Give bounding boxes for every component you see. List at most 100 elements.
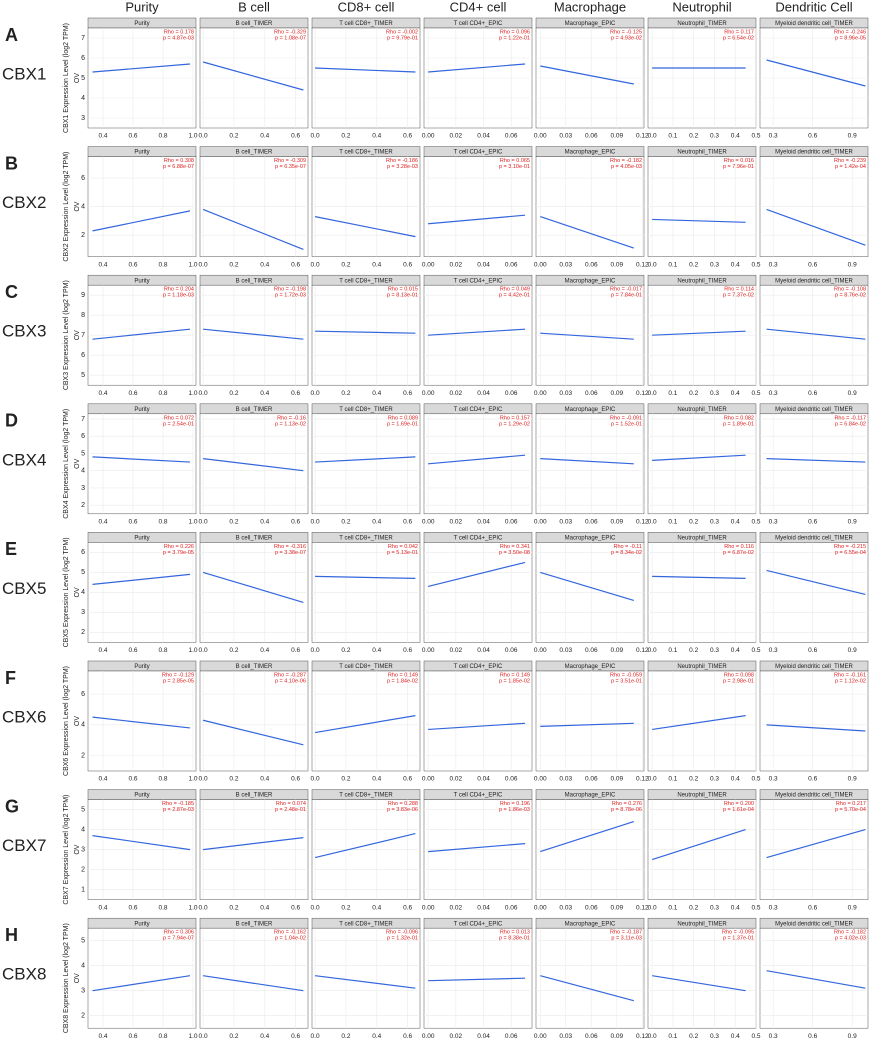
regression-line bbox=[428, 722, 526, 731]
x-tick-label: 0.2 bbox=[229, 519, 238, 526]
gene-name: CBX2 bbox=[2, 193, 46, 212]
x-tick-label: 0.0 bbox=[311, 904, 320, 911]
strip-label: Myeloid dendritic cell_TIMER bbox=[775, 793, 853, 799]
p-label: p = 4.42e-01 bbox=[499, 293, 530, 299]
y-tick-label: 3 bbox=[81, 485, 85, 492]
regression-line bbox=[428, 214, 526, 225]
regression-line bbox=[540, 458, 634, 465]
rho-label: Rho = 0.288 bbox=[388, 801, 418, 807]
strip-label: Myeloid dendritic cell_TIMER bbox=[775, 921, 853, 927]
strip-label: B cell_TIMER bbox=[236, 535, 273, 541]
column-header: CD8+ cell bbox=[338, 0, 395, 14]
x-tick-label: 0.4 bbox=[260, 133, 269, 140]
x-tick-label: 0.2 bbox=[689, 390, 698, 397]
x-tick-label: 0.0 bbox=[199, 904, 208, 911]
x-tick-label: 0.3 bbox=[769, 390, 778, 397]
x-tick-label: 0.8 bbox=[158, 647, 167, 654]
x-tick-label: 0.6 bbox=[291, 390, 300, 397]
x-tick-label: 0.00 bbox=[422, 904, 435, 911]
regression-line bbox=[202, 61, 304, 91]
p-label: p = 2.54e-01 bbox=[163, 421, 194, 427]
x-tick-label: 0.4 bbox=[98, 647, 107, 654]
x-tick-label: 0.12 bbox=[636, 776, 649, 783]
regression-line bbox=[540, 332, 634, 340]
x-tick-label: 0.02 bbox=[450, 776, 463, 783]
rho-label: Rho = -0.108 bbox=[834, 287, 866, 293]
x-tick-label: 1.0 bbox=[188, 647, 197, 654]
x-tick-label: 1.0 bbox=[188, 519, 197, 526]
x-tick-label: 0.6 bbox=[403, 647, 412, 654]
x-tick-label: 0.00 bbox=[422, 776, 435, 783]
x-tick-label: 0.4 bbox=[260, 904, 269, 911]
x-tick-label: 0.06 bbox=[585, 261, 598, 268]
plot-area bbox=[311, 927, 421, 1029]
x-tick-label: 0.3 bbox=[769, 1033, 778, 1040]
strip-label: T cell CD4+_EPIC bbox=[454, 664, 503, 670]
x-tick-label: 0.6 bbox=[128, 133, 137, 140]
rho-label: Rho = -0.185 bbox=[162, 801, 194, 807]
x-tick-label: 0.0 bbox=[311, 1033, 320, 1040]
x-tick-label: 0.1 bbox=[668, 261, 677, 268]
rho-label: Rho = 0.149 bbox=[500, 672, 530, 678]
x-tick-label: 0.9 bbox=[848, 261, 857, 268]
x-tick-label: 0.04 bbox=[477, 261, 490, 268]
strip-label: Purity bbox=[134, 21, 149, 27]
rho-label: Rho = 0.226 bbox=[164, 544, 194, 550]
rho-label: Rho = -0.215 bbox=[834, 544, 866, 550]
x-tick-label: 0.2 bbox=[689, 133, 698, 140]
y-tick-label: 5 bbox=[81, 450, 85, 457]
x-tick-label: 0.6 bbox=[291, 133, 300, 140]
x-tick-label: 0.03 bbox=[559, 647, 572, 654]
x-tick-label: 0.2 bbox=[229, 776, 238, 783]
p-label: p = 8.38e-01 bbox=[499, 936, 530, 942]
regression-line bbox=[202, 208, 304, 251]
rho-label: Rho = -0.16 bbox=[277, 415, 306, 421]
regression-line bbox=[315, 456, 416, 463]
x-tick-label: 0.06 bbox=[505, 261, 518, 268]
strip-label: Purity bbox=[134, 793, 149, 799]
y-tick-label: 4 bbox=[81, 722, 85, 729]
x-tick-label: 0.12 bbox=[636, 647, 649, 654]
rho-label: Rho = -0.129 bbox=[162, 672, 194, 678]
gene-name: CBX5 bbox=[2, 579, 46, 598]
x-tick-label: 0.2 bbox=[341, 904, 350, 911]
rho-label: Rho = 0.096 bbox=[500, 29, 530, 35]
regression-line bbox=[428, 977, 526, 982]
p-label: p = 8.78e-06 bbox=[611, 807, 642, 813]
x-tick-label: 0.04 bbox=[477, 776, 490, 783]
x-tick-label: 0.04 bbox=[477, 647, 490, 654]
column-header: Macrophage bbox=[554, 0, 626, 14]
regression-line bbox=[203, 458, 304, 472]
x-tick-label: 0.6 bbox=[291, 647, 300, 654]
plot-area bbox=[647, 413, 757, 515]
strip-label: Macrophage_EPIC bbox=[565, 921, 616, 927]
p-label: p = 3.11e-03 bbox=[611, 936, 642, 942]
x-tick-label: 0.4 bbox=[372, 390, 381, 397]
plot-area bbox=[423, 413, 533, 515]
strip-label: Purity bbox=[134, 407, 149, 413]
p-label: p = 9.79e-01 bbox=[387, 35, 418, 41]
rho-label: Rho = 0.276 bbox=[612, 801, 642, 807]
x-tick-label: 0.5 bbox=[751, 904, 760, 911]
plot-area bbox=[87, 670, 197, 772]
rho-label: Rho = 0.013 bbox=[500, 930, 530, 936]
strip-label: T cell CD8+_TIMER bbox=[339, 21, 393, 27]
regression-line bbox=[428, 454, 526, 465]
x-tick-label: 0.6 bbox=[291, 1033, 300, 1040]
x-tick-label: 0.06 bbox=[505, 776, 518, 783]
regression-line bbox=[428, 843, 526, 853]
x-tick-label: 0.2 bbox=[341, 776, 350, 783]
strip-label: T cell CD4+_EPIC bbox=[454, 150, 503, 156]
x-tick-label: 0.06 bbox=[585, 390, 598, 397]
panel-letter: E bbox=[5, 539, 17, 559]
rho-label: Rho = 0.114 bbox=[724, 287, 754, 293]
x-tick-label: 0.6 bbox=[128, 261, 137, 268]
strip-label: B cell_TIMER bbox=[236, 793, 273, 799]
x-tick-label: 0.4 bbox=[260, 390, 269, 397]
regression-line bbox=[652, 575, 746, 579]
rho-label: Rho = 0.217 bbox=[836, 801, 866, 807]
rho-label: Rho = -0.017 bbox=[610, 287, 642, 293]
x-tick-label: 0.00 bbox=[422, 390, 435, 397]
strip-label: B cell_TIMER bbox=[236, 407, 273, 413]
